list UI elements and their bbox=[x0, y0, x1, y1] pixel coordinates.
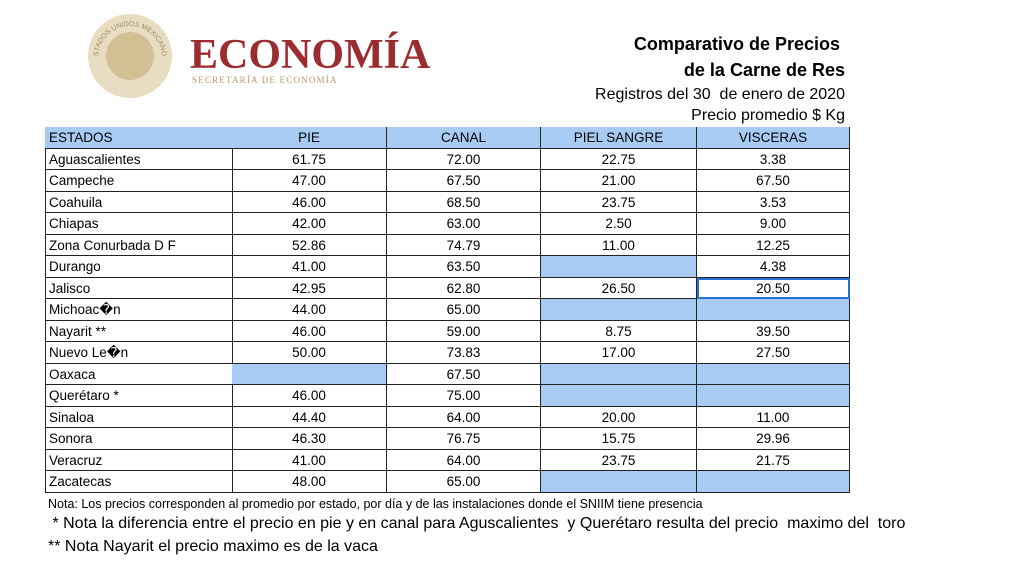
price-cell: 65.00 bbox=[387, 471, 541, 493]
note: ** Nota Nayarit el precio maximo es de l… bbox=[48, 538, 378, 555]
state-cell: Nuevo Le�n bbox=[45, 342, 233, 364]
empty-cell bbox=[232, 363, 387, 385]
logo: ESTADOS UNIDOS MEXICANOS ECONOMÍA SECRET… bbox=[80, 8, 431, 98]
empty-cell bbox=[541, 299, 697, 321]
logo-subtitle: SECRETARÍA DE ECONOMÍA bbox=[192, 75, 338, 85]
column-header: PIE bbox=[232, 127, 387, 149]
price-cell: 23.75 bbox=[541, 191, 697, 213]
price-cell: 73.83 bbox=[387, 342, 541, 364]
price-cell: 42.95 bbox=[232, 277, 387, 299]
empty-cell bbox=[541, 363, 697, 385]
logo-title: ECONOMÍA bbox=[190, 31, 431, 78]
price-cell: 67.50 bbox=[387, 363, 541, 385]
price-cell: 59.00 bbox=[387, 320, 541, 342]
state-cell: Durango bbox=[45, 256, 233, 278]
price-cell: 48.00 bbox=[232, 471, 387, 493]
price-cell: 29.96 bbox=[697, 428, 850, 450]
price-cell: 20.00 bbox=[541, 406, 697, 428]
seal-center bbox=[106, 32, 154, 80]
state-cell: Campeche bbox=[45, 170, 233, 192]
price-cell: 21.00 bbox=[541, 170, 697, 192]
state-cell: Sonora bbox=[45, 428, 233, 450]
price-cell: 20.50 bbox=[697, 277, 850, 299]
state-cell: Sinaloa bbox=[45, 406, 233, 428]
price-cell: 41.00 bbox=[232, 449, 387, 471]
price-cell: 63.00 bbox=[387, 213, 541, 235]
note: Nota: Los precios corresponden al promed… bbox=[48, 497, 703, 511]
price-cell: 44.40 bbox=[232, 406, 387, 428]
column-header: PIEL SANGRE bbox=[541, 127, 697, 149]
price-cell: 72.00 bbox=[387, 148, 541, 170]
price-cell: 46.00 bbox=[232, 320, 387, 342]
state-cell: Veracruz bbox=[45, 449, 233, 471]
empty-cell bbox=[541, 471, 697, 493]
price-cell: 42.00 bbox=[232, 213, 387, 235]
price-cell: 12.25 bbox=[697, 234, 850, 256]
price-cell: 3.53 bbox=[697, 191, 850, 213]
price-cell: 46.00 bbox=[232, 385, 387, 407]
column-header: CANAL bbox=[387, 127, 541, 149]
price-cell: 68.50 bbox=[387, 191, 541, 213]
price-cell: 2.50 bbox=[541, 213, 697, 235]
empty-cell bbox=[697, 363, 850, 385]
state-cell: Chiapas bbox=[45, 213, 233, 235]
state-cell: Michoac�n bbox=[45, 299, 233, 321]
empty-cell bbox=[697, 299, 850, 321]
price-cell: 26.50 bbox=[541, 277, 697, 299]
price-cell: 41.00 bbox=[232, 256, 387, 278]
column-header: ESTADOS bbox=[45, 127, 233, 149]
price-cell: 15.75 bbox=[541, 428, 697, 450]
price-cell: 46.00 bbox=[232, 191, 387, 213]
unit: Precio promedio $ Kg bbox=[691, 107, 845, 124]
state-cell: Nayarit ** bbox=[45, 320, 233, 342]
empty-cell bbox=[541, 385, 697, 407]
price-cell: 61.75 bbox=[232, 148, 387, 170]
price-cell: 76.75 bbox=[387, 428, 541, 450]
price-cell: 47.00 bbox=[232, 170, 387, 192]
price-cell: 50.00 bbox=[232, 342, 387, 364]
price-cell: 9.00 bbox=[697, 213, 850, 235]
price-cell: 44.00 bbox=[232, 299, 387, 321]
price-cell: 23.75 bbox=[541, 449, 697, 471]
price-cell: 63.50 bbox=[387, 256, 541, 278]
price-cell: 62.80 bbox=[387, 277, 541, 299]
price-cell: 75.00 bbox=[387, 385, 541, 407]
state-cell: Oaxaca bbox=[45, 363, 233, 385]
price-cell: 21.75 bbox=[697, 449, 850, 471]
price-cell: 74.79 bbox=[387, 234, 541, 256]
empty-cell bbox=[541, 256, 697, 278]
price-cell: 64.00 bbox=[387, 406, 541, 428]
state-cell: Querétaro * bbox=[45, 385, 233, 407]
price-cell: 67.50 bbox=[697, 170, 850, 192]
price-cell: 46.30 bbox=[232, 428, 387, 450]
price-cell: 39.50 bbox=[697, 320, 850, 342]
column-header: VISCERAS bbox=[697, 127, 850, 149]
price-cell: 67.50 bbox=[387, 170, 541, 192]
state-cell: Zacatecas bbox=[45, 471, 233, 493]
empty-cell bbox=[697, 471, 850, 493]
note: * Nota la diferencia entre el precio en … bbox=[48, 515, 906, 532]
table: ESTADOS PIE CANAL PIEL SANGRE VISCERAS Aguasc… bbox=[45, 127, 850, 493]
price-cell: 4.38 bbox=[697, 256, 850, 278]
price-cell: 11.00 bbox=[697, 406, 850, 428]
state-cell: Jalisco bbox=[45, 277, 233, 299]
state-cell: Aguascalientes bbox=[45, 148, 233, 170]
title-line: Comparativo de Precios bbox=[633, 34, 840, 54]
price-cell: 17.00 bbox=[541, 342, 697, 364]
state-cell: Zona Conurbada D F bbox=[45, 234, 233, 256]
price-cell: 64.00 bbox=[387, 449, 541, 471]
price-cell: 8.75 bbox=[541, 320, 697, 342]
price-cell: 27.50 bbox=[697, 342, 850, 364]
state-cell: Coahuila bbox=[45, 191, 233, 213]
title-line: de la Carne de Res bbox=[683, 60, 845, 80]
price-cell: 3.38 bbox=[697, 148, 850, 170]
date: Registros del 30 de enero de 2020 bbox=[595, 86, 845, 103]
price-cell: 65.00 bbox=[387, 299, 541, 321]
empty-cell bbox=[697, 385, 850, 407]
price-cell: 11.00 bbox=[541, 234, 697, 256]
price-cell: 52.86 bbox=[232, 234, 387, 256]
price-cell: 22.75 bbox=[541, 148, 697, 170]
